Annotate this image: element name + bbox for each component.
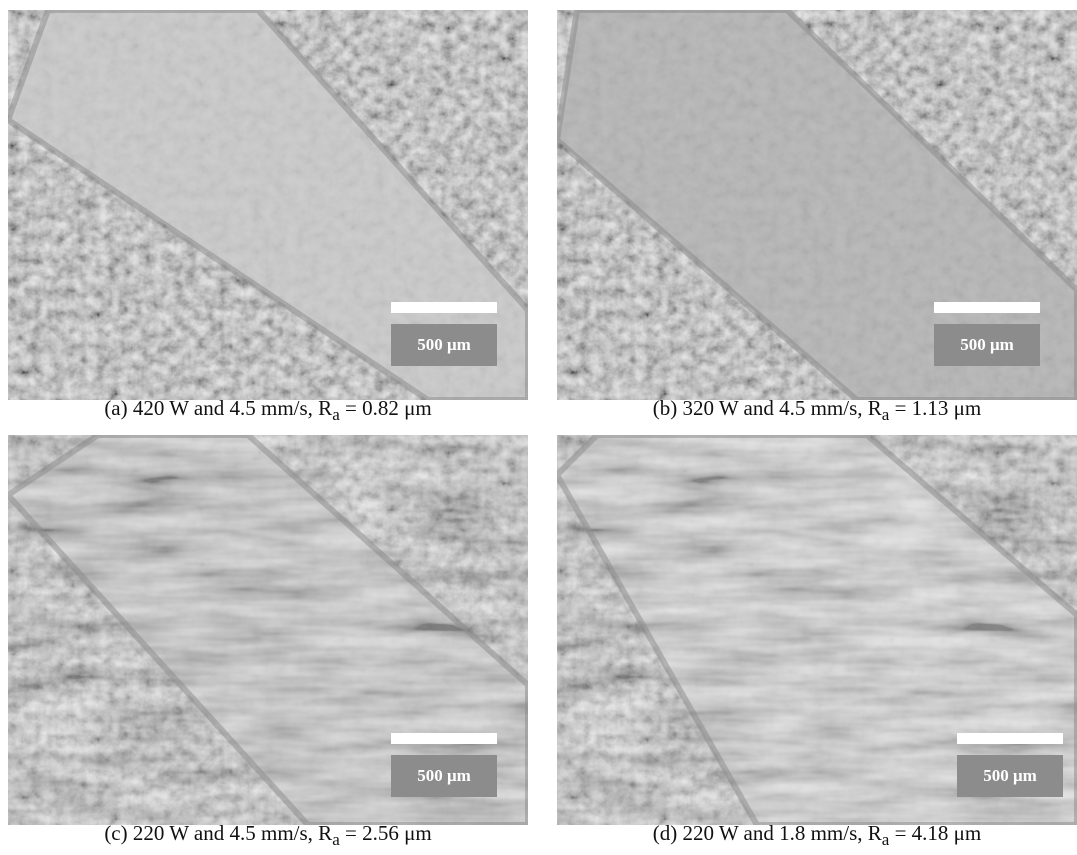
caption-value: = 1.13 μm — [889, 396, 981, 420]
caption: (a) 420 W and 4.5 mm/s, Ra = 0.82 μm — [104, 396, 431, 424]
scale-bar — [957, 733, 1063, 744]
figure: 500 μm (a) 420 W and 4.5 mm/s, Ra = 0.82 … — [0, 0, 1077, 855]
scale-bar — [391, 302, 497, 313]
sem-image: 500 μm — [557, 435, 1077, 825]
scale-label: 500 μm — [417, 335, 471, 354]
caption-text: (d) 220 W and 1.8 mm/s, R — [653, 821, 882, 845]
scale-label: 500 μm — [983, 766, 1037, 785]
caption-text: (a) 420 W and 4.5 mm/s, R — [104, 396, 332, 420]
caption: (c) 220 W and 4.5 mm/s, Ra = 2.56 μm — [104, 821, 431, 849]
caption-text: (c) 220 W and 4.5 mm/s, R — [104, 821, 332, 845]
sem-image: 500 μm — [557, 10, 1077, 400]
caption-value: = 4.18 μm — [889, 821, 981, 845]
caption-value: = 0.82 μm — [340, 396, 432, 420]
scale-label: 500 μm — [417, 766, 471, 785]
scale-label: 500 μm — [960, 335, 1014, 354]
scale-bar — [391, 733, 497, 744]
scale-bar — [934, 302, 1040, 313]
caption-value: = 2.56 μm — [340, 821, 432, 845]
panels: 500 μm (a) 420 W and 4.5 mm/s, Ra = 0.82 … — [8, 10, 1077, 849]
sem-image: 500 μm — [8, 435, 528, 825]
caption: (d) 220 W and 1.8 mm/s, Ra = 4.18 μm — [653, 821, 982, 849]
sem-image: 500 μm — [8, 10, 528, 400]
caption: (b) 320 W and 4.5 mm/s, Ra = 1.13 μm — [653, 396, 982, 424]
caption-text: (b) 320 W and 4.5 mm/s, R — [653, 396, 882, 420]
